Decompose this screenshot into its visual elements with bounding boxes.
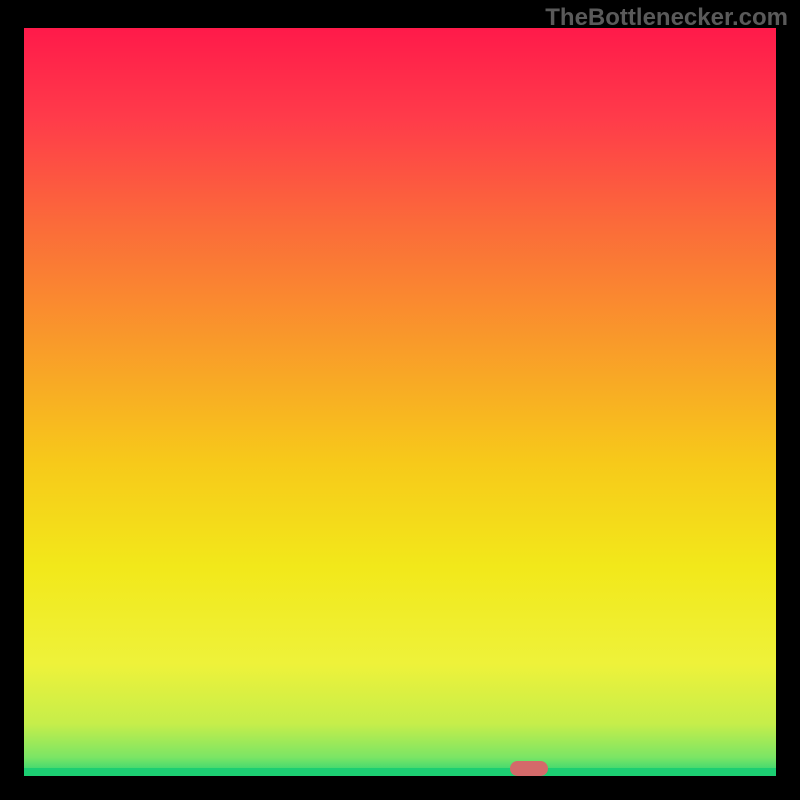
gradient-background bbox=[24, 28, 776, 776]
green-base-band bbox=[24, 768, 776, 776]
optimal-marker bbox=[510, 761, 548, 776]
chart-container: TheBottlenecker.com bbox=[0, 0, 800, 800]
bottleneck-curve bbox=[59, 781, 776, 800]
curve-layer bbox=[24, 781, 776, 800]
plot-area bbox=[24, 28, 776, 776]
watermark-text: TheBottlenecker.com bbox=[545, 4, 788, 32]
